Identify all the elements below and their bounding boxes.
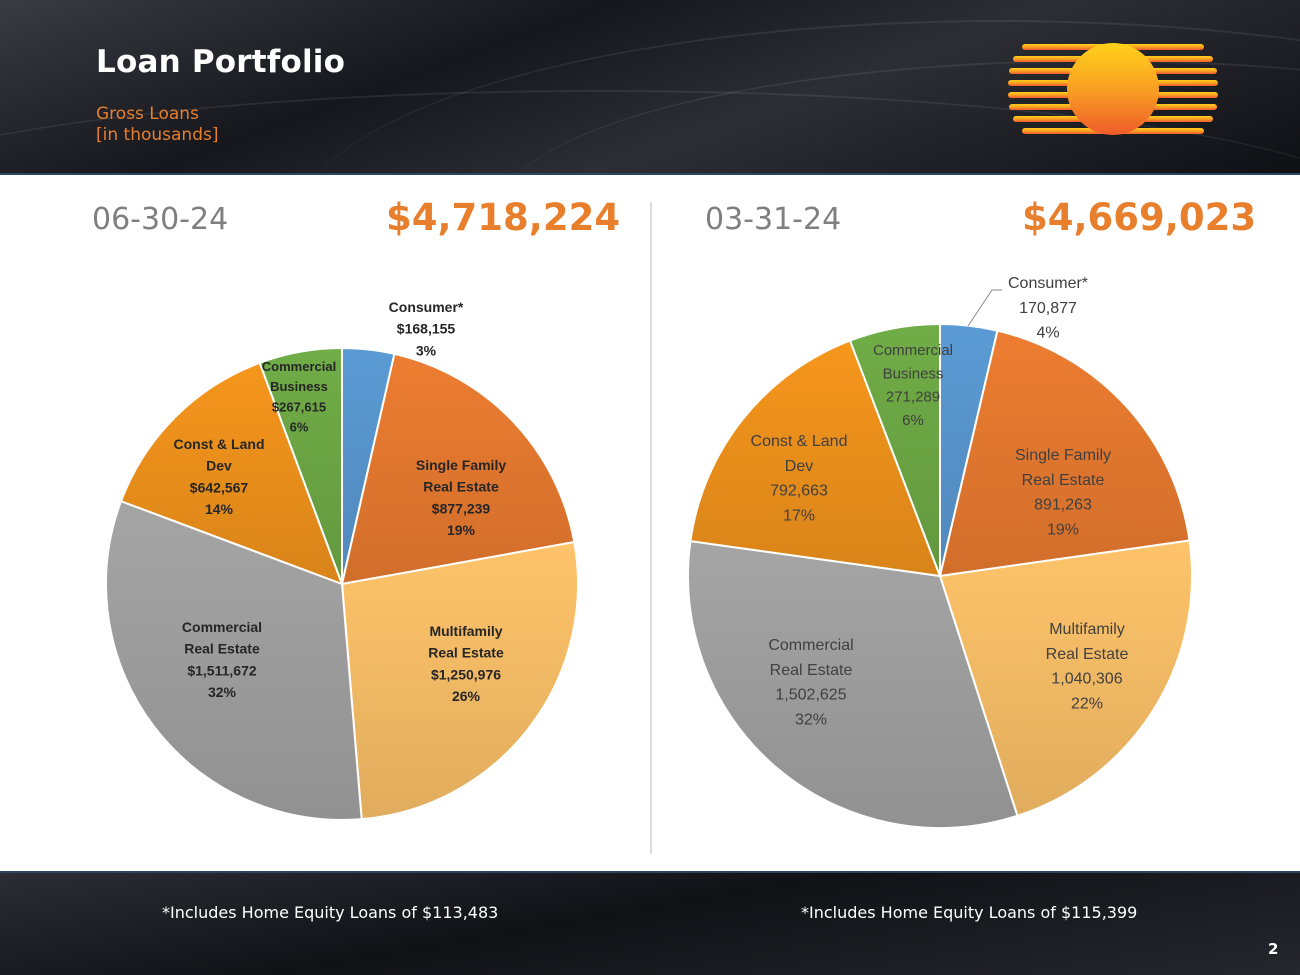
data-label-commercial-business: Commercial Business 271,289 6%: [873, 342, 953, 429]
chart-1-date: 06-30-24: [92, 202, 229, 237]
footer-banner: [0, 873, 1300, 975]
page-title: Loan Portfolio: [96, 44, 346, 80]
chart-2-total: $4,669,023: [1022, 196, 1257, 239]
pie-slice-const-land: [689, 339, 942, 578]
consumer-leader-line: [967, 289, 1002, 327]
chart-2-footnote: *Includes Home Equity Loans of $115,399: [801, 903, 1138, 922]
pie-slice-multifamily: [938, 539, 1193, 818]
data-label-consumer: Consumer* 170,877 4%: [1008, 275, 1088, 342]
data-label-const-land: Const & Land Dev $642,567 14%: [174, 436, 265, 517]
chart-divider: [650, 202, 652, 854]
data-label-multifamily: Multifamily Real Estate 1,040,306 22%: [1046, 621, 1129, 712]
chart-1-total: $4,718,224: [386, 196, 621, 239]
pie-slice-multifamily: [340, 540, 579, 821]
data-label-multifamily: Multifamily Real Estate $1,250,976 26%: [428, 623, 504, 704]
data-label-commercial-business: Commercial Business $267,615 6%: [262, 359, 336, 434]
page-number: 2: [1268, 940, 1279, 958]
chart-1-footnote: *Includes Home Equity Loans of $113,483: [162, 903, 499, 922]
pie-slice-const-land: [119, 361, 344, 586]
data-label-consumer: Consumer* $168,155 3%: [389, 299, 464, 358]
subtitle-line-2: [in thousands]: [96, 125, 219, 145]
pie-slice-commercial-re: [105, 499, 363, 821]
pie-slice-single-family: [938, 329, 1191, 578]
data-label-single-family: Single Family Real Estate $877,239 19%: [416, 457, 506, 538]
pie-slice-commercial-business: [258, 346, 343, 585]
pie-slice-commercial-business: [848, 322, 941, 577]
data-label-const-land: Const & Land Dev 792,663 17%: [751, 433, 848, 524]
company-logo: [1008, 43, 1218, 135]
data-label-commercial-re: Commercial Real Estate 1,502,625 32%: [768, 637, 853, 728]
subtitle-line-1: Gross Loans: [96, 104, 199, 124]
pie-slice-single-family: [340, 352, 576, 586]
chart-2-date: 03-31-24: [705, 202, 842, 237]
data-label-single-family: Single Family Real Estate 891,263 19%: [1015, 447, 1111, 538]
pie-slice-commercial-re: [687, 539, 1019, 830]
data-label-commercial-re: Commercial Real Estate $1,511,672 32%: [182, 619, 262, 700]
page-subtitle: Gross Loans [in thousands]: [96, 104, 218, 146]
